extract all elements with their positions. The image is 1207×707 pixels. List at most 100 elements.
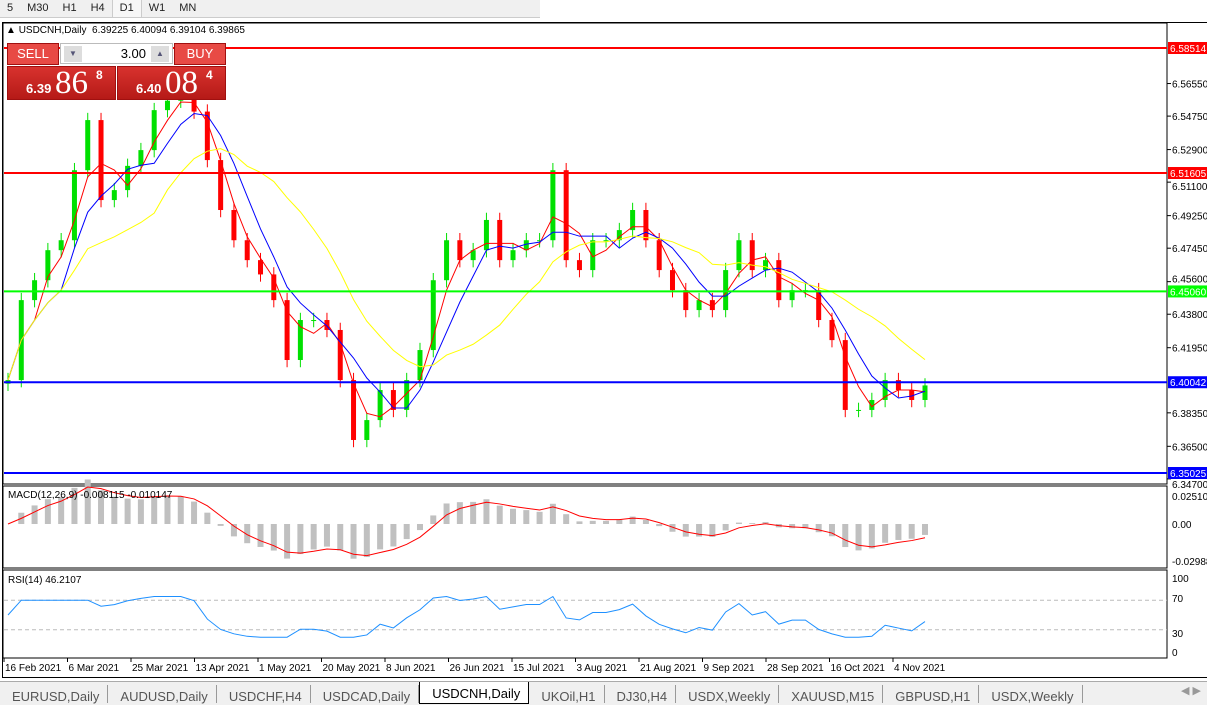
candle-body — [98, 120, 104, 201]
decrease-volume-icon[interactable]: ▼ — [64, 46, 82, 62]
timeframe-D1[interactable]: D1 — [111, 0, 142, 17]
timeframe-H1[interactable]: H1 — [62, 2, 77, 14]
timeframe-5[interactable]: 5 — [7, 2, 14, 14]
price-tag-label: 6.45060 — [1170, 287, 1207, 298]
macd-bar — [536, 511, 543, 524]
timeframe-W1[interactable]: W1 — [148, 2, 166, 14]
rsi-pane — [2, 569, 1168, 659]
macd-bar — [696, 524, 703, 537]
price-tag — [1168, 376, 1207, 389]
timeframe-M30[interactable]: M30 — [27, 2, 49, 14]
candle-body — [284, 300, 290, 361]
volume-input[interactable]: 3.00 — [120, 46, 146, 61]
macd-bar — [84, 479, 91, 524]
sell-button[interactable]: SELL — [7, 43, 59, 65]
tab-gbpusd-h1[interactable]: GBPUSD,H1 — [883, 685, 980, 704]
macd-bar — [71, 487, 78, 524]
tab-eurusd-daily[interactable]: EURUSD,Daily — [0, 685, 109, 704]
candle-body — [377, 390, 383, 421]
ma-fast-line — [7, 101, 926, 418]
candle-body — [457, 240, 463, 261]
timeframe-MN[interactable]: MN — [179, 2, 197, 14]
macd-bar — [323, 524, 330, 547]
tab-ukoil-h1[interactable]: UKOil,H1 — [529, 685, 605, 704]
candle-body — [337, 329, 343, 381]
tab-scroll-arrows-icon[interactable]: ◀ ▶ — [1181, 685, 1201, 697]
candle-body — [218, 160, 224, 211]
macd-bar — [682, 524, 689, 537]
macd-pane — [2, 485, 1168, 569]
macd-bar — [390, 524, 397, 547]
macd-bar — [762, 522, 769, 524]
candle-body — [816, 290, 822, 321]
collapse-triangle-icon[interactable]: ▲ — [6, 25, 16, 36]
tab-audusd-daily[interactable]: AUDUSD,Daily — [108, 685, 217, 704]
macd-bar — [377, 524, 384, 550]
ma-slow-line — [7, 148, 926, 381]
candle-body — [204, 111, 210, 161]
price-tag-label: 6.58514 — [1170, 44, 1207, 55]
macd-bar — [284, 524, 291, 559]
candle-body — [390, 390, 396, 410]
candle-body — [603, 240, 609, 242]
macd-bar — [789, 524, 796, 529]
tab-usdcnh-daily[interactable]: USDCNH,Daily — [419, 682, 530, 704]
macd-bar — [164, 495, 171, 524]
candle-body — [271, 274, 277, 301]
price-axis-label: 6.52900 — [1172, 146, 1207, 157]
date-axis-label: 13 Apr 2021 — [196, 663, 250, 674]
rsi-line — [7, 595, 926, 638]
candle-body — [510, 250, 516, 261]
candle-body — [789, 290, 795, 301]
buy-button[interactable]: BUY — [174, 43, 226, 65]
price-tag-label: 6.51605 — [1170, 169, 1207, 180]
macd-bar — [549, 503, 556, 524]
tab-usdchf-h4[interactable]: USDCHF,H4 — [217, 685, 311, 704]
tab-usdx-weekly[interactable]: USDX,Weekly — [979, 685, 1083, 704]
increase-volume-icon[interactable]: ▲ — [151, 46, 169, 62]
date-axis-label: 20 May 2021 — [323, 663, 381, 674]
tab-usdcad-daily[interactable]: USDCAD,Daily — [311, 685, 420, 704]
macd-bar — [868, 524, 875, 549]
date-axis-label: 15 Jul 2021 — [513, 663, 565, 674]
volume-stepper[interactable]: ▼ 3.00 ▲ — [60, 43, 173, 64]
date-axis-label: 1 May 2021 — [259, 663, 312, 674]
price-axis-label: 6.34700 — [1172, 480, 1207, 491]
macd-bar — [842, 524, 849, 548]
macd-bar — [722, 524, 729, 531]
price-axis-label: 6.45600 — [1172, 274, 1207, 285]
macd-bar — [44, 499, 51, 524]
macd-bar — [576, 521, 583, 524]
macd-bar — [137, 499, 144, 524]
chart-canvas[interactable]: 6.56550 6.54750 6.52900 6.51100 6.49250 6.474… — [0, 0, 1207, 680]
sell-price-prefix: 6.39 — [26, 81, 52, 96]
macd-axis-label: 0.025108 — [1172, 492, 1207, 503]
candle-body — [470, 250, 476, 261]
tab-dj30-h4[interactable]: DJ30,H4 — [605, 685, 677, 704]
timeframe-H4[interactable]: H4 — [90, 2, 105, 14]
macd-bar — [656, 524, 663, 527]
buy-price[interactable]: 6.40 08 4 — [117, 65, 226, 101]
macd-bar — [882, 524, 889, 543]
rsi-axis-label: 30 — [1172, 629, 1184, 640]
tab-usdx-weekly[interactable]: USDX,Weekly — [676, 685, 780, 704]
candle-body — [45, 250, 51, 281]
price-axis-label: 6.38350 — [1172, 409, 1207, 420]
candle-body — [669, 270, 675, 291]
rsi-axis-label: 100 — [1172, 574, 1189, 585]
tab-xauusd-m15[interactable]: XAUUSD,M15 — [779, 685, 884, 704]
candle-body — [869, 399, 875, 410]
date-axis-label: 3 Aug 2021 — [577, 663, 628, 674]
candle-body — [709, 300, 715, 311]
candle-body — [258, 260, 264, 275]
sell-price[interactable]: 6.39 86 8 — [7, 65, 116, 101]
buy-price-pips: 08 — [165, 65, 198, 101]
date-axis-label: 26 Jun 2021 — [450, 663, 505, 674]
macd-axis-label: 0.00 — [1172, 520, 1192, 531]
macd-bar — [815, 524, 822, 533]
buy-price-fraction: 4 — [206, 68, 213, 82]
macd-bar — [310, 524, 317, 550]
candle-body — [32, 280, 38, 301]
date-axis-label: 6 Mar 2021 — [69, 663, 120, 674]
macd-bar — [31, 505, 38, 524]
